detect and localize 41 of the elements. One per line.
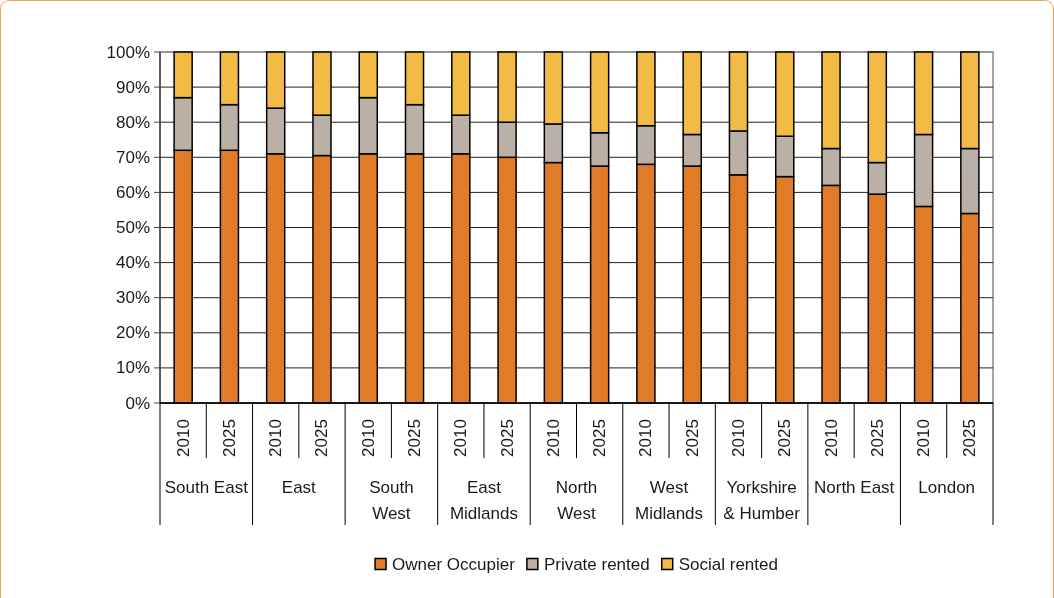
x-tick-label: 2010 (265, 418, 285, 457)
x-tick-label: 2025 (219, 418, 239, 457)
y-tick-label: 30% (115, 287, 150, 307)
legend-label: Social rented (678, 554, 778, 573)
x-tick-label: 2010 (450, 418, 470, 457)
text: North West (555, 477, 597, 522)
text: East (281, 477, 316, 496)
legend-label: Owner Occupier (391, 554, 515, 573)
y-tick-label: 0% (124, 393, 150, 412)
x-tick-label: 2025 (589, 418, 609, 457)
x-tick-label: 2010 (913, 418, 933, 457)
x-tick-label: 2025 (497, 418, 517, 457)
text: South East (164, 477, 248, 496)
text: South West (368, 477, 414, 522)
y-tick-label: 100% (106, 42, 150, 61)
x-tick-label: 2025 (682, 418, 702, 457)
y-tick-label: 40% (115, 252, 150, 272)
text: London (917, 477, 975, 496)
x-tick-label: 2010 (173, 418, 193, 457)
x-tick-label: 2010 (821, 418, 841, 457)
y-tick-label: 70% (115, 147, 150, 167)
x-tick-label: 2025 (959, 418, 979, 457)
text: East Midlands (449, 477, 518, 522)
y-tick-label: 60% (115, 182, 150, 202)
y-tick-label: 80% (115, 112, 150, 132)
x-tick-label: 2010 (728, 418, 748, 457)
x-tick-label: 2010 (358, 418, 378, 457)
text: Yorkshire & Humber (722, 477, 800, 522)
text: West Midlands (634, 477, 703, 522)
x-tick-label: 2025 (404, 418, 424, 457)
y-tick-label: 10% (115, 357, 150, 377)
x-tick-label: 2025 (311, 418, 331, 457)
x-tick-label: 2025 (867, 418, 887, 457)
x-tick-label: 2025 (774, 418, 794, 457)
y-tick-label: 20% (115, 322, 150, 342)
y-tick-label: 50% (115, 217, 150, 237)
text: North East (813, 477, 895, 496)
y-tick-label: 90% (115, 77, 150, 97)
x-tick-label: 2010 (543, 418, 563, 457)
x-tick-label: 2010 (635, 418, 655, 457)
legend-label: Private rented (543, 554, 650, 573)
